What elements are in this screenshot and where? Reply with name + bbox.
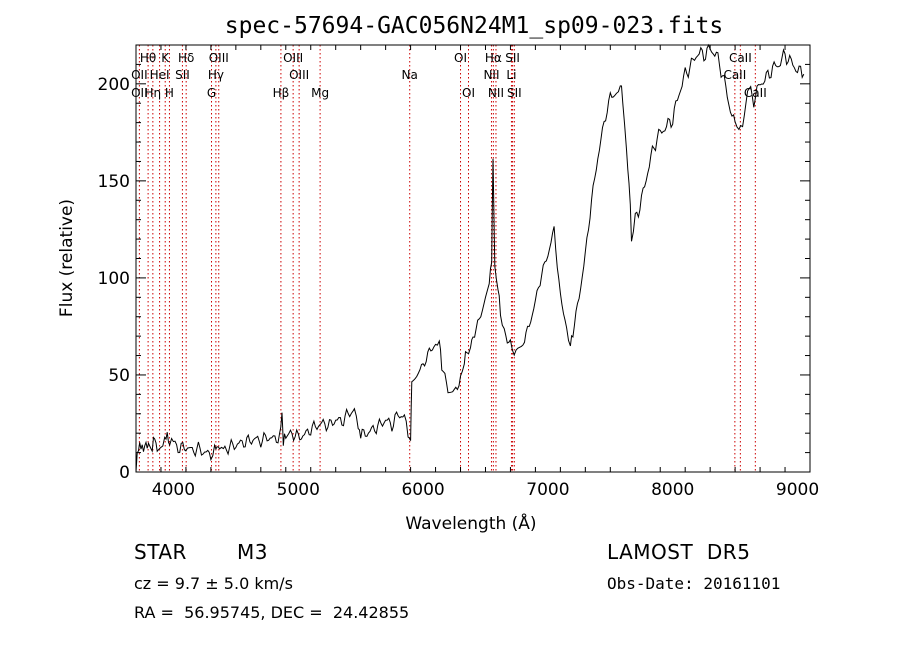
line-label: Hα	[485, 51, 502, 65]
x-tick-label: 4000	[152, 480, 195, 500]
x-tick-label: 8000	[651, 480, 694, 500]
line-label: G	[207, 86, 216, 100]
y-tick-label: 200	[98, 75, 130, 95]
y-axis-label: Flux (relative)	[57, 199, 77, 317]
axes: 4000 5000 6000 7000 8000 9000 0 50 100 150 200	[98, 44, 819, 500]
line-label: NII	[488, 86, 504, 100]
redshift-value: cz = 9.7 ± 5.0 km/s	[134, 574, 293, 593]
line-label: OIII	[289, 68, 309, 82]
line-label: OII	[131, 68, 148, 82]
spectral-line-markers	[138, 45, 756, 472]
y-tick-label: 50	[108, 366, 130, 386]
spectrum-series	[135, 43, 805, 473]
object-class: STAR	[134, 540, 187, 564]
line-label: HeI	[150, 68, 170, 82]
x-tick-label: 7000	[526, 480, 569, 500]
x-tick-label: 5000	[277, 480, 320, 500]
line-label: Hγ	[208, 68, 224, 82]
line-label: Hη	[145, 86, 162, 100]
line-label: K	[161, 51, 170, 65]
chart-title: spec-57694-GAC056N24M1_sp09-023.fits	[225, 13, 724, 39]
line-label: Hθ	[140, 51, 156, 65]
object-subclass: M3	[237, 540, 268, 564]
survey-label: LAMOST DR5	[607, 540, 751, 564]
line-label: OI	[454, 51, 467, 65]
line-label: SII	[175, 68, 190, 82]
line-label: SII	[505, 51, 520, 65]
y-tick-label: 150	[98, 172, 130, 192]
line-label: Na	[402, 68, 418, 82]
line-label: OII	[131, 86, 148, 100]
line-label: OIII	[209, 51, 229, 65]
spectrum-line	[135, 43, 805, 473]
observation-date: Obs-Date: 20161101	[607, 574, 781, 593]
coordinates: RA = 56.95745, DEC = 24.42855	[134, 603, 410, 622]
x-tick-label: 9000	[776, 480, 819, 500]
line-label: NII	[483, 68, 499, 82]
line-label: Mg	[311, 86, 329, 100]
line-label: OIII	[283, 51, 303, 65]
line-label: CaII	[729, 51, 752, 65]
line-label: SII	[507, 86, 522, 100]
line-label: H	[165, 86, 174, 100]
line-label: Hβ	[273, 86, 290, 100]
line-label: Hδ	[178, 51, 194, 65]
y-tick-label: 0	[119, 463, 130, 483]
x-axis-label: Wavelength (Å)	[405, 512, 536, 534]
plot-frame	[135, 44, 811, 473]
line-label: CaII	[723, 68, 746, 82]
line-label: OI	[462, 86, 475, 100]
line-label: Li	[506, 68, 516, 82]
line-label: CaII	[744, 86, 767, 100]
y-tick-label: 100	[98, 269, 130, 289]
x-tick-label: 6000	[401, 480, 444, 500]
